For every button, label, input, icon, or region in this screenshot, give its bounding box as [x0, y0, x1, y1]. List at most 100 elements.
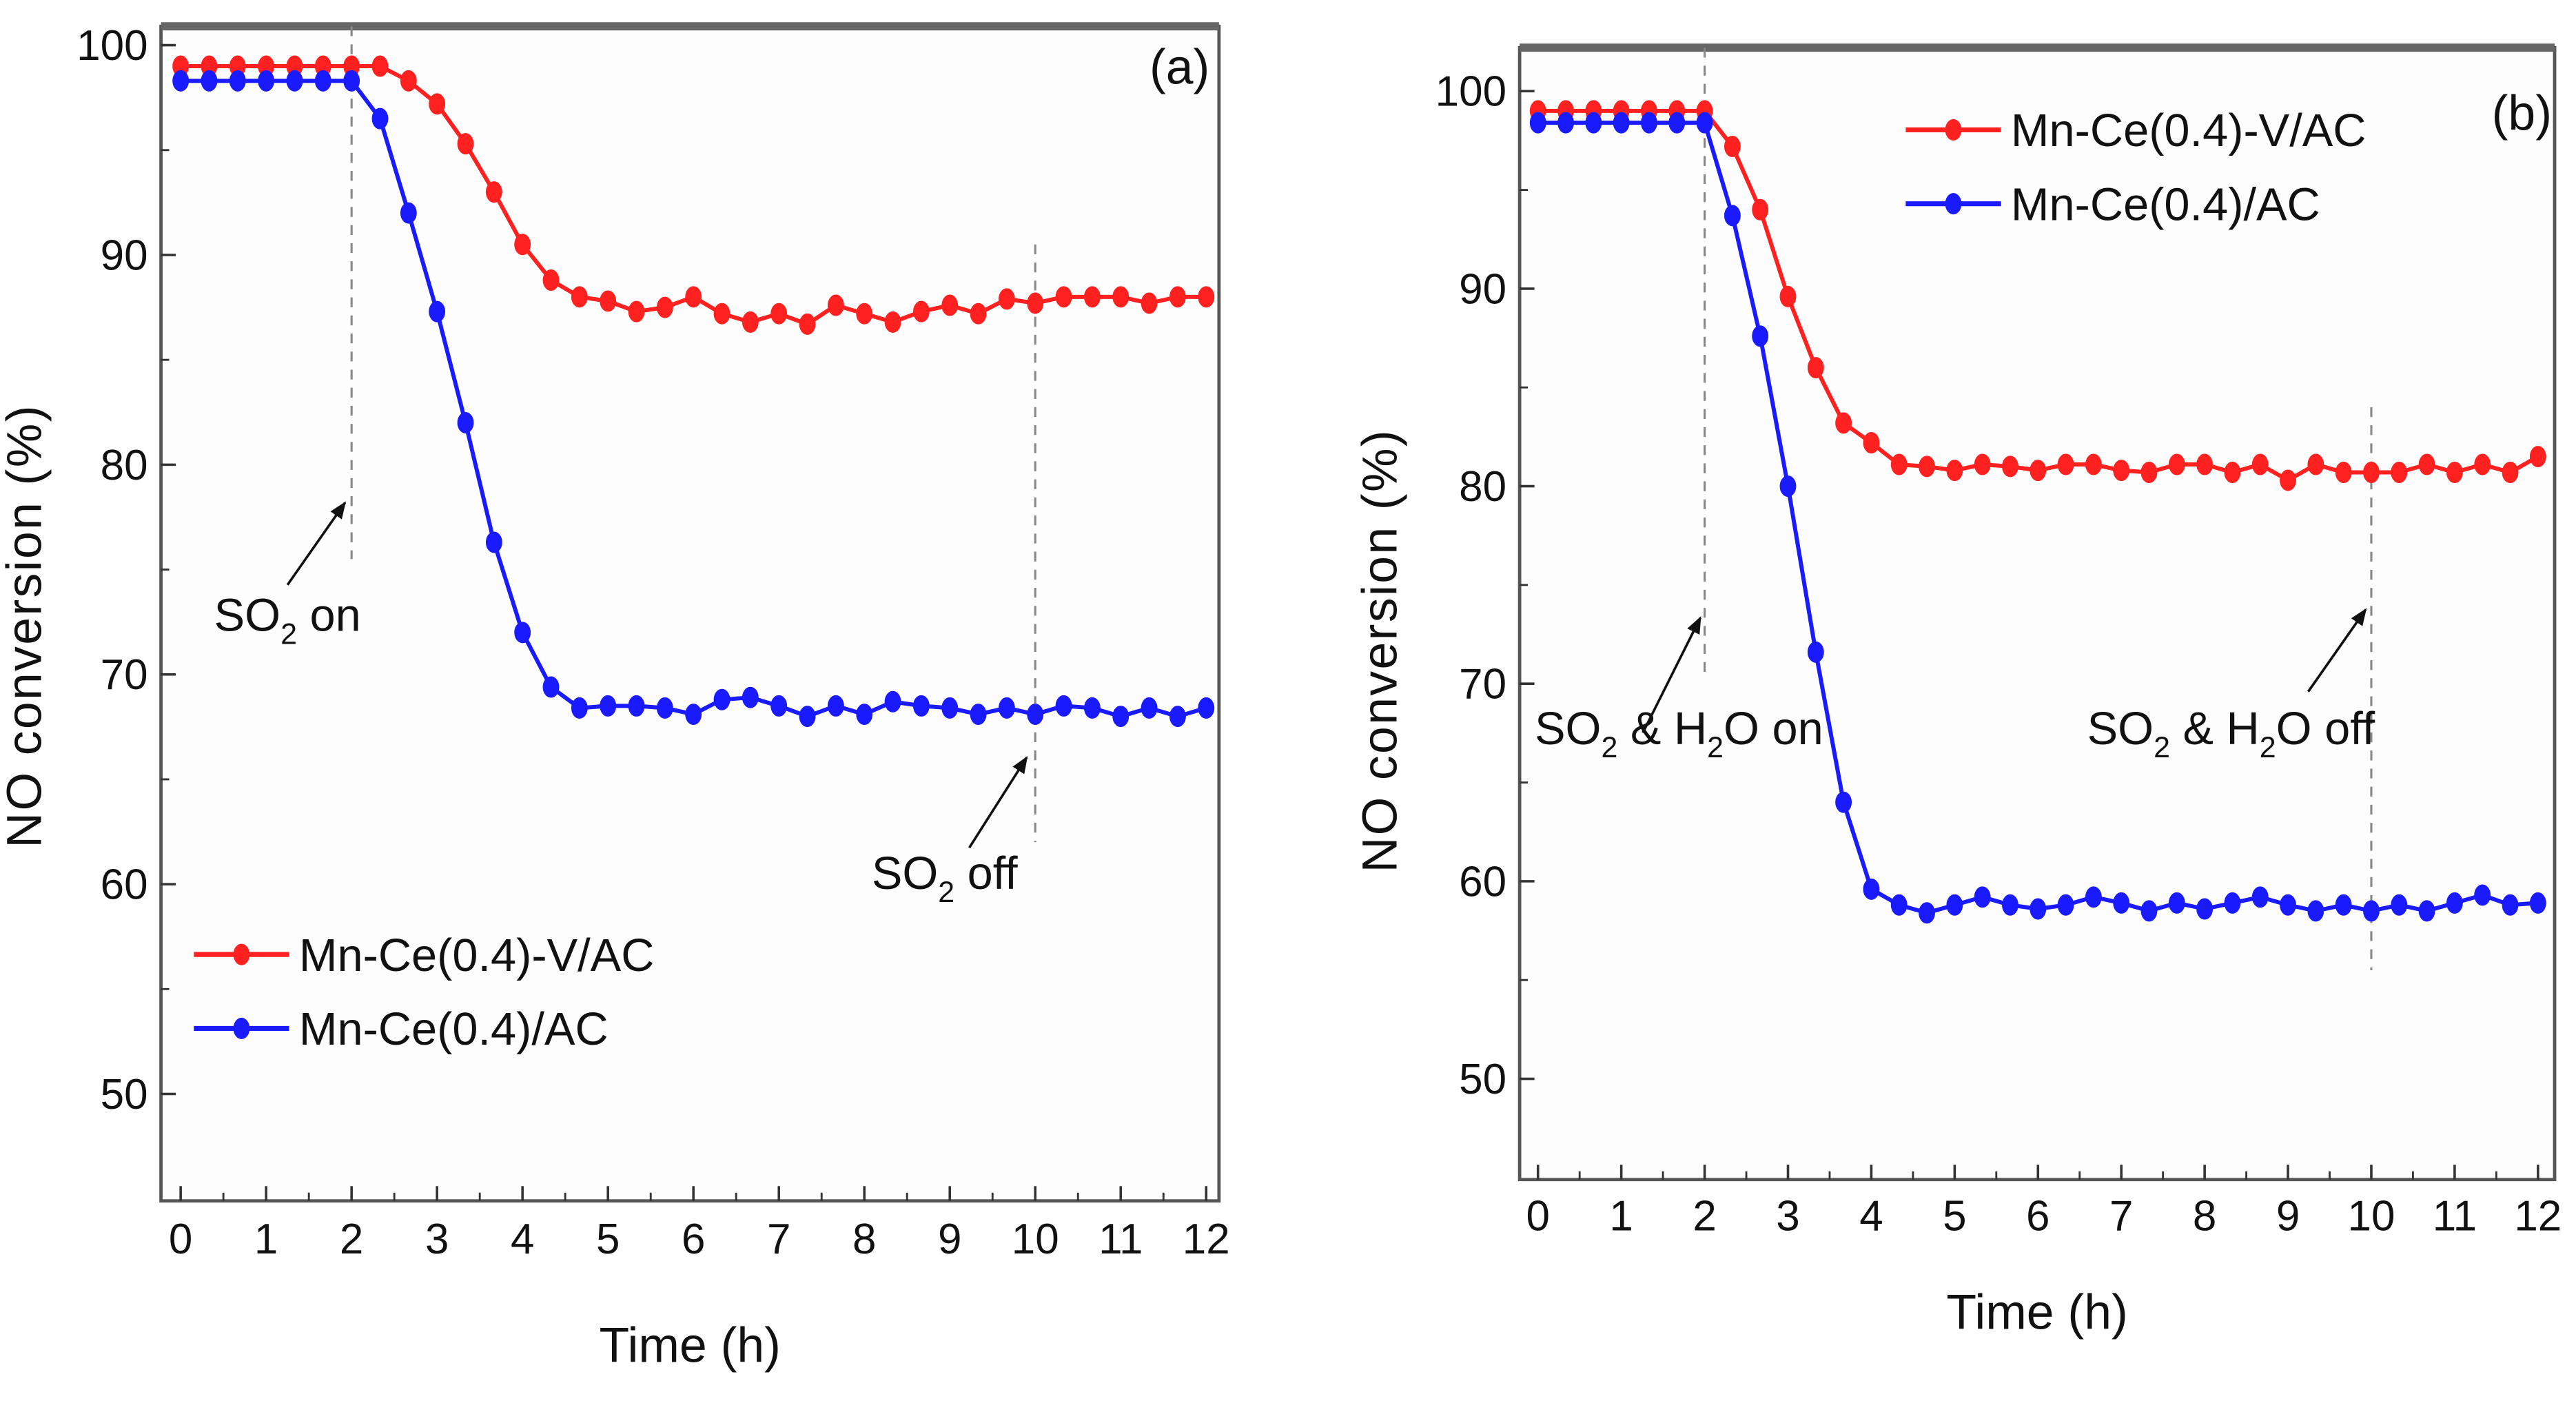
data-point — [1890, 894, 1908, 916]
data-point — [1863, 432, 1880, 453]
data-point — [912, 695, 930, 717]
data-point — [201, 70, 218, 92]
subscript: 2 — [2154, 731, 2170, 764]
data-point — [485, 531, 502, 553]
data-point — [2057, 894, 2074, 916]
data-point — [2391, 462, 2408, 483]
y-tick-label: 60 — [1459, 858, 1506, 905]
y-tick-label: 100 — [1435, 68, 1506, 116]
data-point — [286, 70, 303, 92]
x-tick-label: 7 — [2109, 1193, 2133, 1240]
data-point — [258, 70, 275, 92]
data-point — [571, 286, 588, 308]
legend-label: Mn-Ce(0.4)/AC — [2011, 180, 2320, 231]
data-point — [713, 303, 730, 325]
data-point — [314, 70, 331, 92]
data-point — [2113, 892, 2130, 914]
data-point — [1863, 878, 1880, 900]
data-point — [1807, 641, 1824, 663]
x-tick-label: 2 — [1693, 1193, 1716, 1240]
y-tick-label: 50 — [1459, 1056, 1506, 1103]
data-point — [884, 311, 901, 333]
data-point — [1529, 112, 1546, 134]
data-point — [799, 313, 816, 335]
y-axis-label: NO conversion (%) — [0, 404, 52, 848]
data-point — [998, 288, 1015, 310]
data-point — [1055, 286, 1072, 308]
data-point — [2030, 898, 2047, 920]
data-point — [1112, 286, 1129, 308]
data-point — [2057, 453, 2074, 475]
y-axis-label: NO conversion (%) — [1352, 429, 1407, 872]
annotation-label: SO2 on — [214, 590, 361, 651]
y-tick-label: 90 — [101, 232, 148, 279]
x-tick-label: 12 — [2514, 1193, 2562, 1240]
data-point — [1724, 136, 1741, 158]
y-tick-label: 50 — [101, 1071, 148, 1118]
data-point — [2002, 455, 2018, 478]
data-point — [685, 704, 702, 726]
annotation-text: SO — [2087, 704, 2154, 755]
legend-marker — [233, 943, 250, 965]
data-point — [429, 300, 446, 322]
data-point — [1585, 112, 1602, 134]
x-tick-label: 9 — [2276, 1193, 2300, 1240]
data-point — [770, 303, 788, 325]
x-tick-label: 3 — [425, 1216, 449, 1263]
legend-label: Mn-Ce(0.4)-V/AC — [299, 930, 655, 981]
data-point — [2391, 894, 2408, 916]
panel-label: (b) — [2492, 85, 2552, 141]
annotation-text: O on — [1724, 704, 1823, 755]
data-point — [970, 704, 987, 726]
data-point — [2140, 900, 2158, 922]
data-point — [2363, 462, 2380, 483]
data-point — [1779, 285, 1797, 307]
data-point — [1027, 292, 1044, 314]
data-point — [1084, 697, 1101, 719]
y-tick-label: 100 — [76, 22, 147, 70]
x-tick-label: 8 — [2193, 1193, 2216, 1240]
data-point — [542, 676, 560, 698]
data-point — [1141, 292, 1158, 314]
data-point — [400, 70, 417, 92]
data-point — [2224, 462, 2241, 483]
data-point — [970, 303, 987, 325]
annotation-label: SO2 & H2O on — [1535, 704, 1823, 764]
data-point — [2113, 460, 2130, 482]
legend-marker — [1945, 119, 1962, 141]
data-point — [1198, 697, 1215, 719]
data-point — [1807, 357, 1824, 379]
data-point — [656, 296, 673, 318]
data-point — [2474, 453, 2491, 475]
data-point — [742, 311, 759, 333]
x-tick-label: 2 — [340, 1216, 363, 1263]
data-point — [542, 269, 560, 291]
data-point — [2168, 453, 2185, 475]
data-point — [2418, 453, 2435, 475]
data-point — [628, 695, 645, 717]
data-point — [343, 70, 360, 92]
data-point — [1055, 695, 1072, 717]
x-tick-label: 4 — [511, 1216, 534, 1263]
x-tick-label: 12 — [1183, 1216, 1230, 1263]
data-point — [1112, 706, 1129, 728]
data-point — [429, 93, 446, 115]
data-point — [884, 690, 901, 713]
data-point — [2418, 900, 2435, 922]
data-point — [2446, 462, 2463, 483]
x-tick-label: 11 — [2433, 1193, 2477, 1240]
annotation-text: SO — [214, 590, 280, 641]
data-point — [2002, 894, 2018, 916]
data-point — [2502, 462, 2519, 483]
x-tick-label: 3 — [1776, 1193, 1799, 1240]
data-point — [2335, 462, 2352, 483]
annotation-text: SO — [872, 848, 938, 899]
plot-frame — [159, 24, 1221, 1203]
data-point — [2280, 469, 2296, 491]
subscript: 2 — [1601, 731, 1617, 764]
panel-label: (a) — [1149, 40, 1209, 95]
data-point — [371, 107, 389, 130]
x-tick-label: 1 — [254, 1216, 278, 1263]
legend-label: Mn-Ce(0.4)-V/AC — [2011, 105, 2367, 156]
